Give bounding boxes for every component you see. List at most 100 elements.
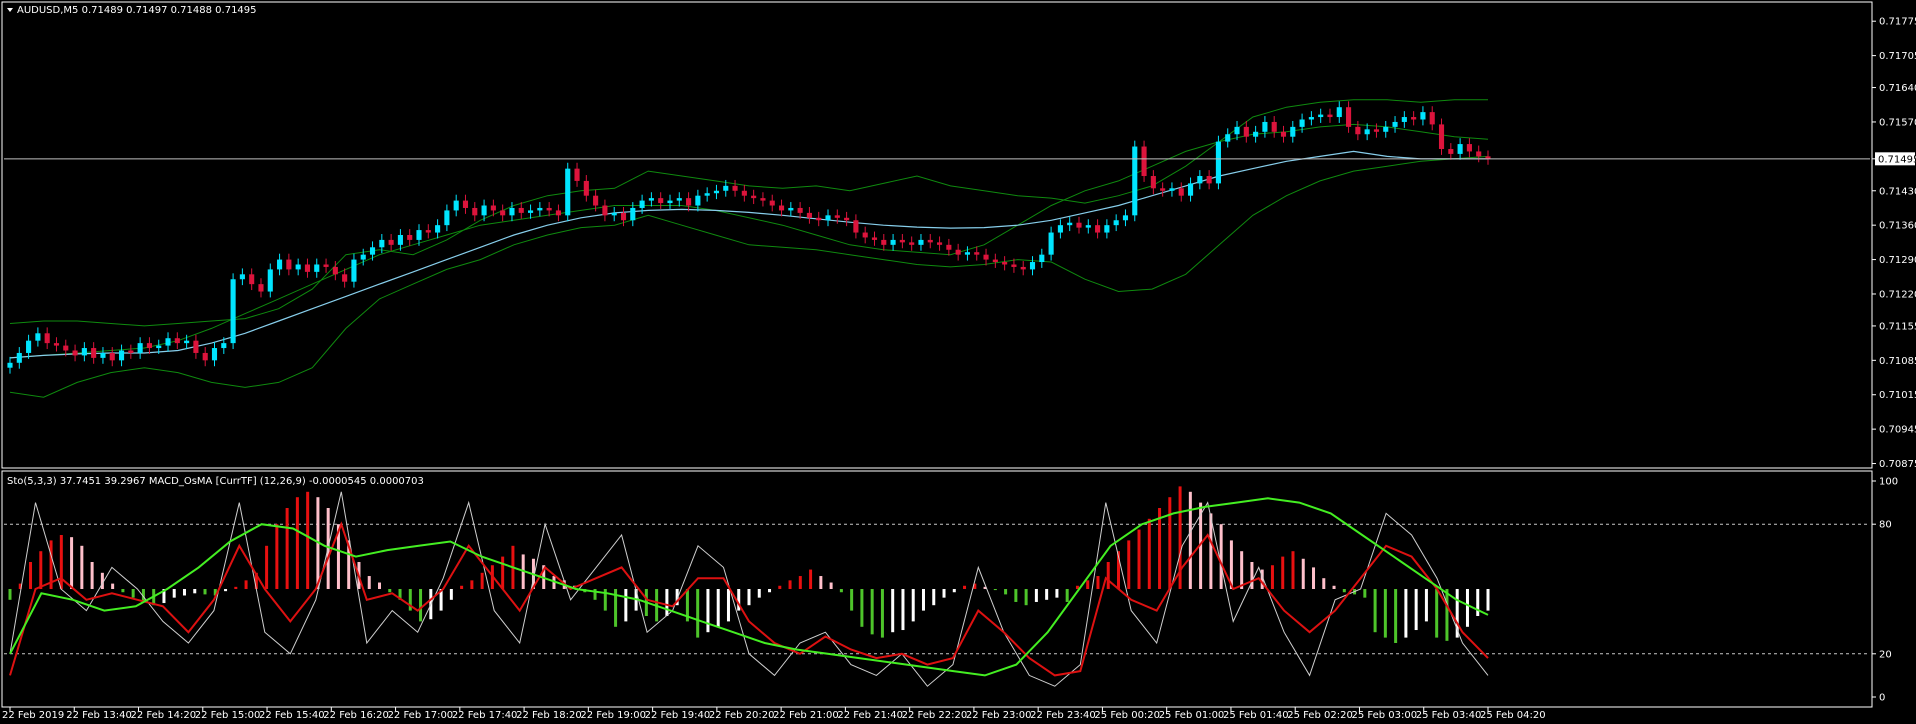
candle — [593, 189, 599, 212]
candle-body — [853, 220, 859, 233]
histogram-bar — [378, 582, 381, 589]
candle-body — [778, 205, 785, 211]
candle-body — [1355, 126, 1361, 135]
candle — [583, 175, 589, 202]
candle-body — [397, 235, 403, 245]
candle — [1411, 111, 1417, 126]
candle — [686, 192, 692, 212]
price-tick-label: 0.71705 — [1879, 51, 1916, 62]
candle — [295, 258, 301, 276]
candle-body — [1373, 129, 1380, 132]
candle-body — [695, 195, 701, 206]
candle-body — [63, 345, 69, 351]
histogram-bar — [336, 524, 340, 589]
candle — [890, 234, 896, 251]
candle-body — [955, 249, 961, 255]
candle-body — [1364, 129, 1370, 135]
candle — [788, 202, 794, 217]
histogram-bar — [18, 583, 22, 589]
candle-body — [128, 350, 134, 353]
candle — [462, 194, 469, 214]
candle — [974, 246, 980, 261]
candle-body — [732, 185, 738, 191]
histogram-bar — [182, 589, 186, 596]
candle — [444, 204, 450, 232]
candle-body — [648, 198, 654, 201]
histogram-bar — [1301, 558, 1305, 589]
candle-body — [1234, 126, 1240, 135]
histogram-bar — [737, 589, 741, 611]
stochastic-main-line — [9, 491, 1489, 687]
candle-body — [1178, 188, 1184, 196]
histogram-bar — [172, 589, 176, 598]
candle — [258, 278, 264, 298]
candle-body — [1243, 126, 1249, 137]
candle-body — [295, 264, 301, 270]
histogram-bar — [552, 576, 556, 589]
symbol-menu-triangle-icon[interactable] — [7, 8, 13, 12]
histogram-bar — [911, 589, 915, 622]
indicator-tick-label: 20 — [1879, 649, 1892, 660]
candle — [769, 194, 775, 212]
candle-body — [416, 230, 422, 240]
candle-body — [26, 340, 32, 353]
candle — [509, 202, 515, 222]
histogram-bar — [952, 589, 956, 593]
time-tick-label: 22 Feb 21:00 — [773, 710, 839, 721]
histogram-bar — [860, 589, 864, 627]
candle — [44, 327, 50, 350]
candle-body — [137, 343, 143, 353]
candle — [63, 339, 69, 357]
candle-body — [1280, 131, 1287, 137]
candle — [91, 342, 97, 364]
candle-body — [1057, 225, 1063, 233]
candle — [1420, 106, 1426, 126]
histogram-bar — [1332, 585, 1336, 589]
candle — [1476, 145, 1482, 163]
candle-body — [704, 193, 710, 196]
histogram-bar — [470, 580, 474, 589]
candle — [1234, 120, 1240, 141]
candle-body — [100, 352, 106, 358]
histogram-bar — [747, 589, 751, 606]
candle — [1457, 138, 1463, 160]
candle — [751, 189, 757, 205]
candle-body — [258, 284, 264, 292]
histogram-bar — [829, 582, 833, 589]
candle-body — [453, 200, 459, 211]
candle — [909, 236, 915, 251]
histogram-bar — [1394, 589, 1398, 643]
candle — [806, 206, 812, 224]
time-tick-label: 22 Feb 14:20 — [131, 710, 197, 721]
candle-body — [509, 207, 515, 216]
time-tick-label: 25 Feb 04:20 — [1480, 710, 1546, 721]
candle — [435, 219, 441, 239]
histogram-bar — [1342, 589, 1346, 593]
candle-body — [7, 362, 13, 368]
candle-body — [927, 239, 933, 243]
candle — [425, 224, 431, 239]
candle-body — [1150, 176, 1156, 189]
candle-body — [1290, 126, 1296, 137]
histogram-bar — [963, 585, 967, 589]
candle — [277, 253, 283, 276]
histogram-bar — [1445, 589, 1449, 641]
candle-body — [1225, 134, 1231, 142]
candle — [1206, 170, 1212, 190]
indicator-tick-label: 80 — [1879, 520, 1892, 531]
histogram-bar — [798, 576, 802, 589]
histogram-bar — [275, 524, 279, 589]
candle-body — [174, 338, 180, 344]
candle — [1466, 138, 1472, 158]
candle — [1383, 120, 1389, 138]
candle-body — [1104, 225, 1110, 233]
candle — [620, 206, 627, 227]
candle-body — [1438, 124, 1445, 149]
candle-body — [1011, 264, 1017, 267]
candle — [230, 273, 236, 350]
candle-body — [1085, 225, 1091, 228]
candle — [899, 234, 905, 249]
histogram-bar — [1004, 589, 1008, 595]
histogram-bar — [1404, 589, 1408, 638]
